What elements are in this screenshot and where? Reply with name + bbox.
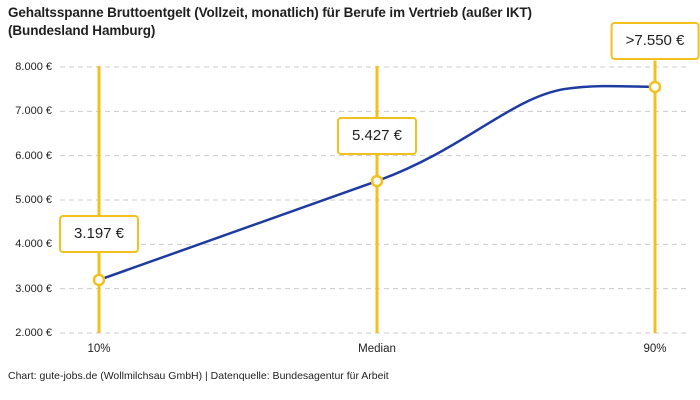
y-axis-tick-label: 7.000 € <box>15 105 52 118</box>
point-value-label: 5.427 € <box>336 116 418 155</box>
y-axis-tick-label: 8.000 € <box>15 61 52 73</box>
x-axis-tick-label: 90% <box>643 343 667 355</box>
x-axis-tick-label: 10% <box>87 343 111 355</box>
y-axis-tick-label: 4.000 € <box>15 238 52 251</box>
chart-credit: Chart: gute-jobs.de (Wollmilchsau GmbH) … <box>8 370 389 382</box>
data-point-marker[interactable] <box>370 174 384 188</box>
y-axis-tick-label: 5.000 € <box>15 194 52 206</box>
data-point-marker[interactable] <box>92 273 106 287</box>
y-axis-tick-label: 6.000 € <box>15 149 52 162</box>
salary-curve <box>97 84 657 282</box>
x-axis-tick-label: Median <box>358 343 396 355</box>
y-axis-tick-label: 3.000 € <box>15 282 52 295</box>
y-axis-tick-label: 2.000 € <box>15 327 52 339</box>
chart-title: Gehaltsspanne Bruttoentgelt (Vollzeit, m… <box>8 5 532 38</box>
data-point-marker[interactable] <box>648 80 662 94</box>
point-value-label: >7.550 € <box>610 22 700 61</box>
point-value-label: 3.197 € <box>58 215 140 254</box>
